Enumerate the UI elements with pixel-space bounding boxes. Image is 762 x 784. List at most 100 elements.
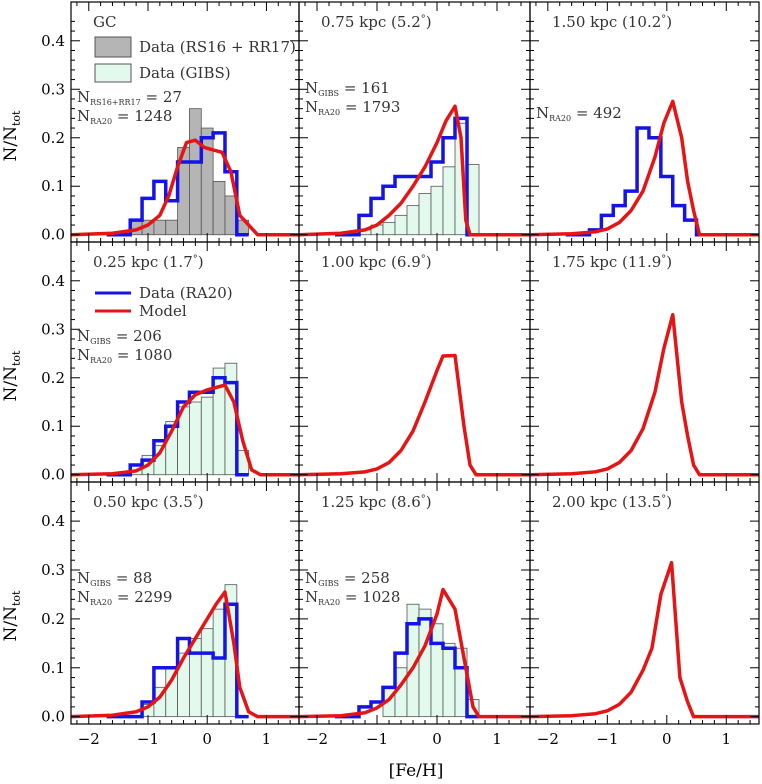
green-histogram-bin xyxy=(394,214,408,236)
count-symbol: N xyxy=(536,104,549,122)
panel-6: 0.0 0.1 0.2 0.3 0.4 −2 −1 0 1 0.50 kpc (3.5°) NGIB… xyxy=(41,481,300,748)
count-value: = 206 xyxy=(111,327,162,345)
ticks xyxy=(299,482,530,724)
panels-layer: 0.0 0.1 0.2 0.3 0.4 GC Data (RS16 + RR17) Data … xyxy=(41,1,760,748)
green-histogram xyxy=(382,603,480,718)
panel-title: 2.00 kpc (13.5°) xyxy=(552,493,672,511)
x-tick-label: 0 xyxy=(432,730,442,748)
count-value: = 1028 xyxy=(340,588,400,606)
x-tick-label: 1 xyxy=(722,730,732,748)
count-subscript: RS16+RR17 xyxy=(90,98,141,107)
count-subscript: GIBS xyxy=(90,337,111,346)
count-subscript: RA20 xyxy=(549,114,571,123)
model-line xyxy=(71,138,299,237)
plot-area xyxy=(71,362,299,477)
count-label: NRA20 = 1793 xyxy=(305,98,400,117)
x-axis-label: [Fe/H] xyxy=(389,761,444,781)
panel-title-text: 0.50 kpc (3.5 xyxy=(93,493,193,511)
panel-title-close: ) xyxy=(198,253,204,271)
y-tick-label: 0.4 xyxy=(41,32,65,50)
count-symbol: N xyxy=(77,107,90,125)
legend-gray-swatch xyxy=(94,36,132,58)
count-value: = 258 xyxy=(339,569,390,587)
panel-title-close: ) xyxy=(666,13,672,31)
x-tick-label: −1 xyxy=(366,730,388,748)
count-subscript: RA20 xyxy=(318,598,340,607)
green-histogram-bin xyxy=(442,642,456,718)
count-symbol: N xyxy=(305,569,318,587)
plot-area xyxy=(71,108,299,237)
degree-sign: ° xyxy=(421,254,426,265)
y-tick-label: 0.1 xyxy=(41,417,65,435)
count-value: = 1793 xyxy=(340,98,400,116)
x-tick-label: −2 xyxy=(78,730,100,748)
legend-blue-label: Data (RA20) xyxy=(139,284,233,302)
count-value: = 1248 xyxy=(112,107,172,125)
ticks xyxy=(530,482,759,724)
y-tick-label: 0.0 xyxy=(41,466,65,484)
panel-frame xyxy=(298,241,531,483)
count-label: NRS16+RR17 = 27 xyxy=(77,88,182,107)
panel-2: 1.50 kpc (10.2°) NRA20 = 492 xyxy=(529,1,760,243)
gray-histogram-bin xyxy=(189,108,202,236)
panel-title-close: ) xyxy=(426,493,432,511)
y-tick-label: 0.1 xyxy=(41,177,65,195)
count-subscript: GIBS xyxy=(318,579,339,588)
model-line xyxy=(530,99,759,237)
y-tick-label: 0.3 xyxy=(41,80,65,98)
gray-histogram-bin xyxy=(165,219,178,236)
green-histogram-bin xyxy=(200,628,214,718)
x-tick-label: 1 xyxy=(492,730,502,748)
count-symbol: N xyxy=(77,569,90,587)
y-axis-label-main: N/N xyxy=(1,126,21,162)
panel-title: 1.25 kpc (8.6°) xyxy=(321,493,432,511)
panel-title-close: ) xyxy=(426,253,432,271)
axis-labels: [Fe/H] N/Ntot N/Ntot N/Ntot xyxy=(1,110,443,781)
y-tick-label: 0.0 xyxy=(41,708,65,726)
green-histogram-bin xyxy=(430,623,444,718)
count-label: NGIBS = 258 xyxy=(305,569,390,588)
degree-sign: ° xyxy=(661,494,666,505)
green-histogram xyxy=(129,362,250,476)
green-histogram-bin xyxy=(224,362,238,476)
y-axis-label-bottom: N/Ntot xyxy=(1,590,23,642)
plot-area xyxy=(530,560,759,719)
panel-8: −2 −1 0 1 2.00 kpc (13.5°) xyxy=(529,481,760,748)
degree-sign: ° xyxy=(193,254,198,265)
blue-histogram-line xyxy=(106,131,249,237)
degree-sign: ° xyxy=(661,254,666,265)
y-tick-label: 0.2 xyxy=(41,129,65,147)
count-label: NRA20 = 2299 xyxy=(77,588,172,607)
x-tick-label: 1 xyxy=(262,730,272,748)
count-subscript: RA20 xyxy=(90,356,112,365)
y-tick-label: 0.4 xyxy=(41,512,65,530)
panel-3: 0.0 0.1 0.2 0.3 0.4 0.25 kpc (1.7°) Data (RA20… xyxy=(41,241,300,484)
plot-area xyxy=(71,584,299,719)
panel-title: 1.00 kpc (6.9°) xyxy=(321,253,432,271)
panel-title: 0.75 kpc (5.2°) xyxy=(321,13,432,31)
panel-0: 0.0 0.1 0.2 0.3 0.4 GC Data (RS16 + RR17) Data … xyxy=(41,1,300,244)
ticks xyxy=(299,242,530,482)
count-symbol: N xyxy=(305,79,318,97)
green-histogram-bin xyxy=(382,222,396,236)
count-subscript: RA20 xyxy=(90,598,112,607)
ticks xyxy=(530,242,759,482)
panel-title-text: 1.25 kpc (8.6 xyxy=(321,493,421,511)
plot-area xyxy=(299,104,530,237)
y-tick-label: 0.2 xyxy=(41,369,65,387)
y-tick-label: 0.4 xyxy=(41,272,65,290)
panel-title-close: ) xyxy=(666,253,672,271)
count-symbol: N xyxy=(305,588,318,606)
x-tick-label: −2 xyxy=(306,730,328,748)
y-tick-label: 0.0 xyxy=(41,226,65,244)
y-tick-label: 0.2 xyxy=(41,610,65,628)
panel-title-close: ) xyxy=(666,493,672,511)
y-axis-label-sub: tot xyxy=(10,110,23,126)
legend-red-label: Model xyxy=(139,302,187,320)
blue-histogram-line xyxy=(106,376,249,477)
count-symbol: N xyxy=(305,98,318,116)
gray-histogram-bin xyxy=(224,195,238,236)
green-histogram-bin xyxy=(418,193,432,236)
degree-sign: ° xyxy=(661,14,666,25)
